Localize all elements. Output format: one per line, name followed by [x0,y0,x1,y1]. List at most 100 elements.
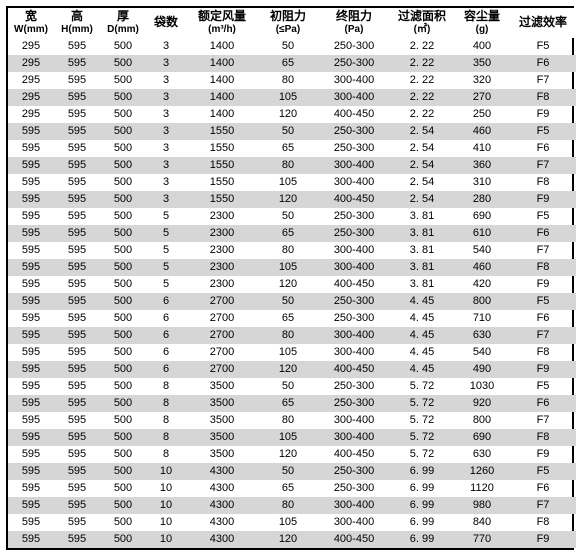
table-cell: 1120 [454,480,510,497]
col-airflow: 额定风量 (m³/h) [186,8,258,38]
table-row: 595595500104300120400-4506. 99770F9 [8,531,576,548]
table-cell: 500 [100,514,146,531]
table-cell: 8 [146,446,186,463]
table-cell: 295 [8,106,54,123]
table-cell: 5. 72 [390,412,454,429]
table-cell: 3 [146,106,186,123]
table-cell: 690 [454,208,510,225]
table-cell: 400-450 [318,276,390,293]
table-cell: 295 [8,89,54,106]
table-row: 5955955005230080300-4003. 81540F7 [8,242,576,259]
col-initres: 初阻力 (≤Pa) [258,8,318,38]
table-cell: 1550 [186,123,258,140]
table-cell: 595 [54,412,100,429]
table-cell: 595 [8,310,54,327]
table-row: 5955955008350080300-4005. 72800F7 [8,412,576,429]
table-cell: 6. 99 [390,463,454,480]
table-cell: 2. 54 [390,123,454,140]
table-cell: 800 [454,293,510,310]
table-cell: 295 [8,72,54,89]
table-cell: 2. 22 [390,38,454,55]
table-cell: 105 [258,89,318,106]
table-cell: 3. 81 [390,276,454,293]
table-cell: 630 [454,327,510,344]
table-cell: 50 [258,463,318,480]
col-dustcap: 容尘量 (g) [454,8,510,38]
table-cell: 500 [100,106,146,123]
table-cell: 65 [258,140,318,157]
table-cell: 1030 [454,378,510,395]
table-cell: 595 [54,174,100,191]
table-cell: 105 [258,514,318,531]
table-cell: 595 [8,531,54,548]
table-cell: 3. 81 [390,259,454,276]
table-cell: F9 [510,191,576,208]
table-cell: 3500 [186,446,258,463]
table-cell: 770 [454,531,510,548]
table-cell: 1400 [186,89,258,106]
col-height-top: 高 [71,9,83,23]
table-cell: F9 [510,276,576,293]
table-cell: 3500 [186,395,258,412]
table-cell: F5 [510,463,576,480]
table-cell: 500 [100,463,146,480]
table-cell: 4. 45 [390,327,454,344]
table-cell: F9 [510,446,576,463]
table-cell: 1400 [186,106,258,123]
table-cell: 120 [258,276,318,293]
table-cell: 595 [8,429,54,446]
table-cell: 300-400 [318,497,390,514]
table-cell: 500 [100,140,146,157]
table-cell: 300-400 [318,344,390,361]
table-row: 59559550010430065250-3006. 991120F6 [8,480,576,497]
table-cell: F8 [510,344,576,361]
table-row: 5955955003155080300-4002. 54360F7 [8,157,576,174]
table-cell: 65 [258,225,318,242]
table-cell: 500 [100,191,146,208]
table-row: 59559550083500105300-4005. 72690F8 [8,429,576,446]
table-cell: 3500 [186,429,258,446]
table-row: 59559550052300120400-4503. 81420F9 [8,276,576,293]
table-cell: 5. 72 [390,378,454,395]
table-cell: 80 [258,497,318,514]
col-finalres: 终阻力 (Pa) [318,8,390,38]
table-cell: F5 [510,38,576,55]
table-cell: 500 [100,412,146,429]
table-cell: 3500 [186,378,258,395]
table-cell: 80 [258,242,318,259]
table-cell: 10 [146,531,186,548]
table-cell: 595 [8,463,54,480]
table-cell: 10 [146,514,186,531]
table-cell: F6 [510,225,576,242]
table-row: 59559550031550105300-4002. 54310F8 [8,174,576,191]
table-cell: 250-300 [318,310,390,327]
table-cell: 500 [100,38,146,55]
table-cell: 4. 45 [390,361,454,378]
table-cell: 270 [454,89,510,106]
table-cell: 500 [100,208,146,225]
table-cell: 250-300 [318,55,390,72]
table-cell: 2700 [186,361,258,378]
table-cell: 500 [100,72,146,89]
table-cell: 500 [100,242,146,259]
table-cell: 595 [8,344,54,361]
table-cell: 595 [54,38,100,55]
table-cell: 500 [100,293,146,310]
table-cell: 105 [258,174,318,191]
table-cell: F8 [510,429,576,446]
table-cell: 595 [54,446,100,463]
table-cell: 300-400 [318,259,390,276]
table-cell: 250-300 [318,378,390,395]
table-cell: F8 [510,174,576,191]
col-eff-top: 过滤效率 [519,15,567,29]
table-cell: 5. 72 [390,429,454,446]
table-row: 2955955003140050250-3002. 22400F5 [8,38,576,55]
table-cell: 250-300 [318,208,390,225]
table-cell: 595 [8,514,54,531]
table-cell: 595 [54,276,100,293]
table-row: 59559550010430050250-3006. 991260F5 [8,463,576,480]
table-cell: 120 [258,446,318,463]
table-cell: 80 [258,327,318,344]
table-cell: 3 [146,140,186,157]
table-cell: 250-300 [318,225,390,242]
